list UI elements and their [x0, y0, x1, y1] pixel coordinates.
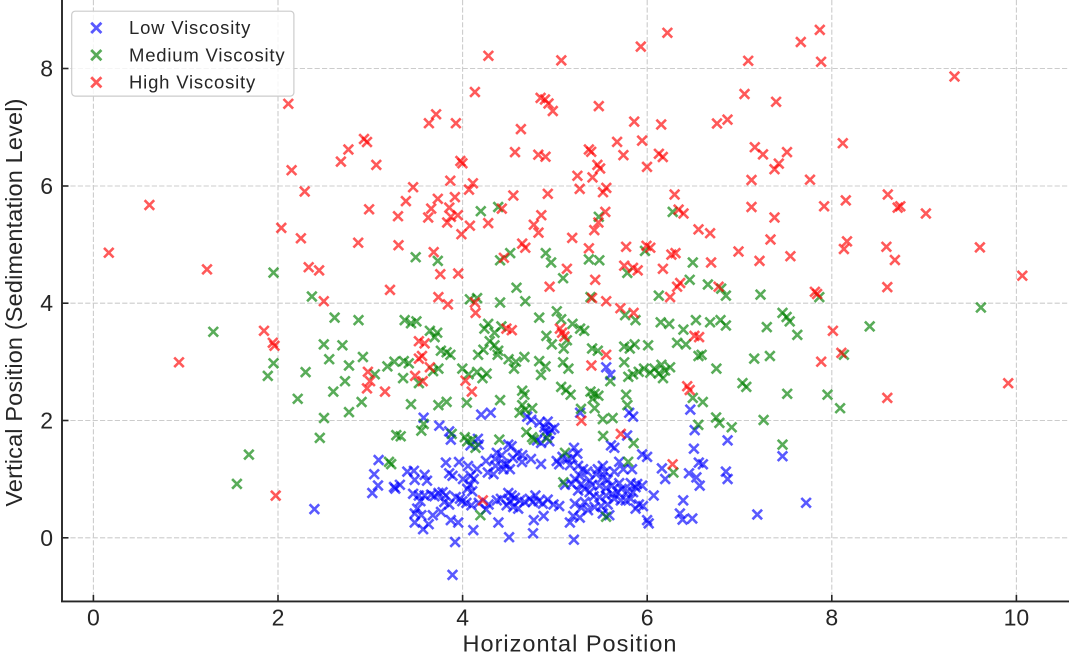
svg-text:2: 2 — [272, 605, 285, 631]
svg-text:Medium Viscosity: Medium Viscosity — [129, 44, 285, 65]
svg-text:8: 8 — [825, 605, 838, 631]
svg-text:Vertical Position (Sedimentati: Vertical Position (Sedimentation Level) — [1, 98, 27, 506]
svg-text:Low Viscosity: Low Viscosity — [129, 17, 251, 38]
svg-text:6: 6 — [641, 605, 654, 631]
svg-text:6: 6 — [40, 173, 53, 199]
svg-text:4: 4 — [456, 605, 469, 631]
svg-text:0: 0 — [87, 605, 100, 631]
svg-text:8: 8 — [40, 56, 53, 82]
svg-text:0: 0 — [40, 525, 53, 551]
svg-text:4: 4 — [40, 290, 53, 316]
svg-text:10: 10 — [1004, 605, 1030, 631]
svg-text:Horizontal Position: Horizontal Position — [463, 631, 678, 657]
svg-text:High Viscosity: High Viscosity — [129, 72, 256, 93]
svg-text:2: 2 — [40, 408, 53, 434]
